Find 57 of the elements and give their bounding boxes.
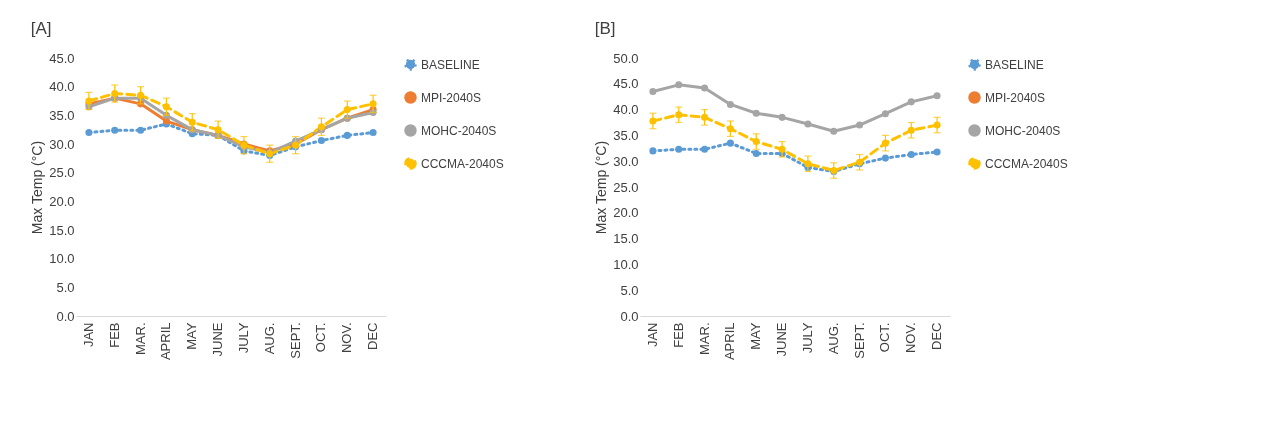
y-tick-label: 25.0 bbox=[49, 165, 75, 181]
x-tick-label: APRIL bbox=[722, 322, 738, 361]
x-tick-label: NOV. bbox=[903, 322, 919, 354]
y-tick-label: 5.0 bbox=[56, 279, 75, 295]
x-tick-label: MAR. bbox=[132, 322, 148, 355]
legend-label: BASELINE bbox=[421, 57, 480, 72]
x-tick-label: AUG. bbox=[825, 322, 841, 355]
x-tick-label: APRIL bbox=[158, 322, 174, 361]
y-tick-label: 45.0 bbox=[613, 76, 639, 92]
y-tick-label: 10.0 bbox=[49, 251, 75, 267]
x-tick-label: MAR. bbox=[696, 322, 712, 355]
x-tick-label: JAN bbox=[644, 322, 660, 348]
y-tick-label: 0.0 bbox=[56, 308, 75, 324]
legend-label: MOHC-2040S bbox=[985, 123, 1061, 138]
y-tick-label: 35.0 bbox=[49, 107, 75, 123]
y-tick-label: 0.0 bbox=[620, 308, 639, 324]
x-tick-label: JUNE bbox=[210, 322, 226, 357]
y-tick-label: 25.0 bbox=[613, 179, 639, 195]
y-tick-label: 30.0 bbox=[613, 153, 639, 169]
y-tick-label: 40.0 bbox=[49, 79, 75, 95]
x-tick-label: JULY bbox=[799, 322, 815, 354]
x-tick-label: MAY bbox=[748, 322, 764, 350]
legend-label: CCCMA-2040S bbox=[985, 156, 1068, 171]
x-tick-label: SEPT. bbox=[851, 322, 867, 359]
y-tick-label: 30.0 bbox=[49, 136, 75, 152]
y-axis-title: Max Temp (°C) bbox=[593, 140, 610, 235]
y-tick-label: 20.0 bbox=[49, 193, 75, 209]
chart-title: [A] bbox=[30, 19, 52, 38]
y-tick-label: 35.0 bbox=[613, 127, 639, 143]
y-tick-label: 15.0 bbox=[49, 222, 75, 238]
legend-label: CCCMA-2040S bbox=[421, 156, 504, 171]
x-tick-label: AUG. bbox=[261, 322, 277, 355]
x-tick-label: FEB bbox=[106, 322, 122, 348]
x-tick-label: DEC bbox=[929, 322, 945, 350]
legend-label: MPI-2040S bbox=[985, 90, 1046, 105]
y-tick-label: 45.0 bbox=[49, 50, 75, 66]
x-tick-label: JAN bbox=[80, 322, 96, 348]
y-axis-title: Max Temp (°C) bbox=[29, 140, 46, 235]
y-tick-label: 40.0 bbox=[613, 102, 639, 118]
legend-label: MPI-2040S bbox=[421, 90, 482, 105]
x-tick-label: JULY bbox=[235, 322, 251, 354]
y-tick-label: 50.0 bbox=[613, 50, 639, 66]
x-tick-label: MAY bbox=[184, 322, 200, 350]
legend-label: BASELINE bbox=[985, 57, 1044, 72]
x-tick-label: OCT. bbox=[877, 322, 893, 353]
y-tick-label: 15.0 bbox=[613, 231, 639, 247]
y-tick-label: 20.0 bbox=[613, 205, 639, 221]
y-tick-label: 5.0 bbox=[620, 282, 639, 298]
x-tick-label: SEPT. bbox=[287, 322, 303, 359]
chart-title: [B] bbox=[594, 19, 616, 38]
x-tick-label: DEC bbox=[365, 322, 381, 350]
y-tick-label: 10.0 bbox=[613, 256, 639, 272]
x-tick-label: JUNE bbox=[774, 322, 790, 357]
x-tick-label: FEB bbox=[670, 322, 686, 348]
x-tick-label: OCT. bbox=[313, 322, 329, 353]
legend-label: MOHC-2040S bbox=[421, 123, 497, 138]
x-tick-label: NOV. bbox=[339, 322, 355, 354]
